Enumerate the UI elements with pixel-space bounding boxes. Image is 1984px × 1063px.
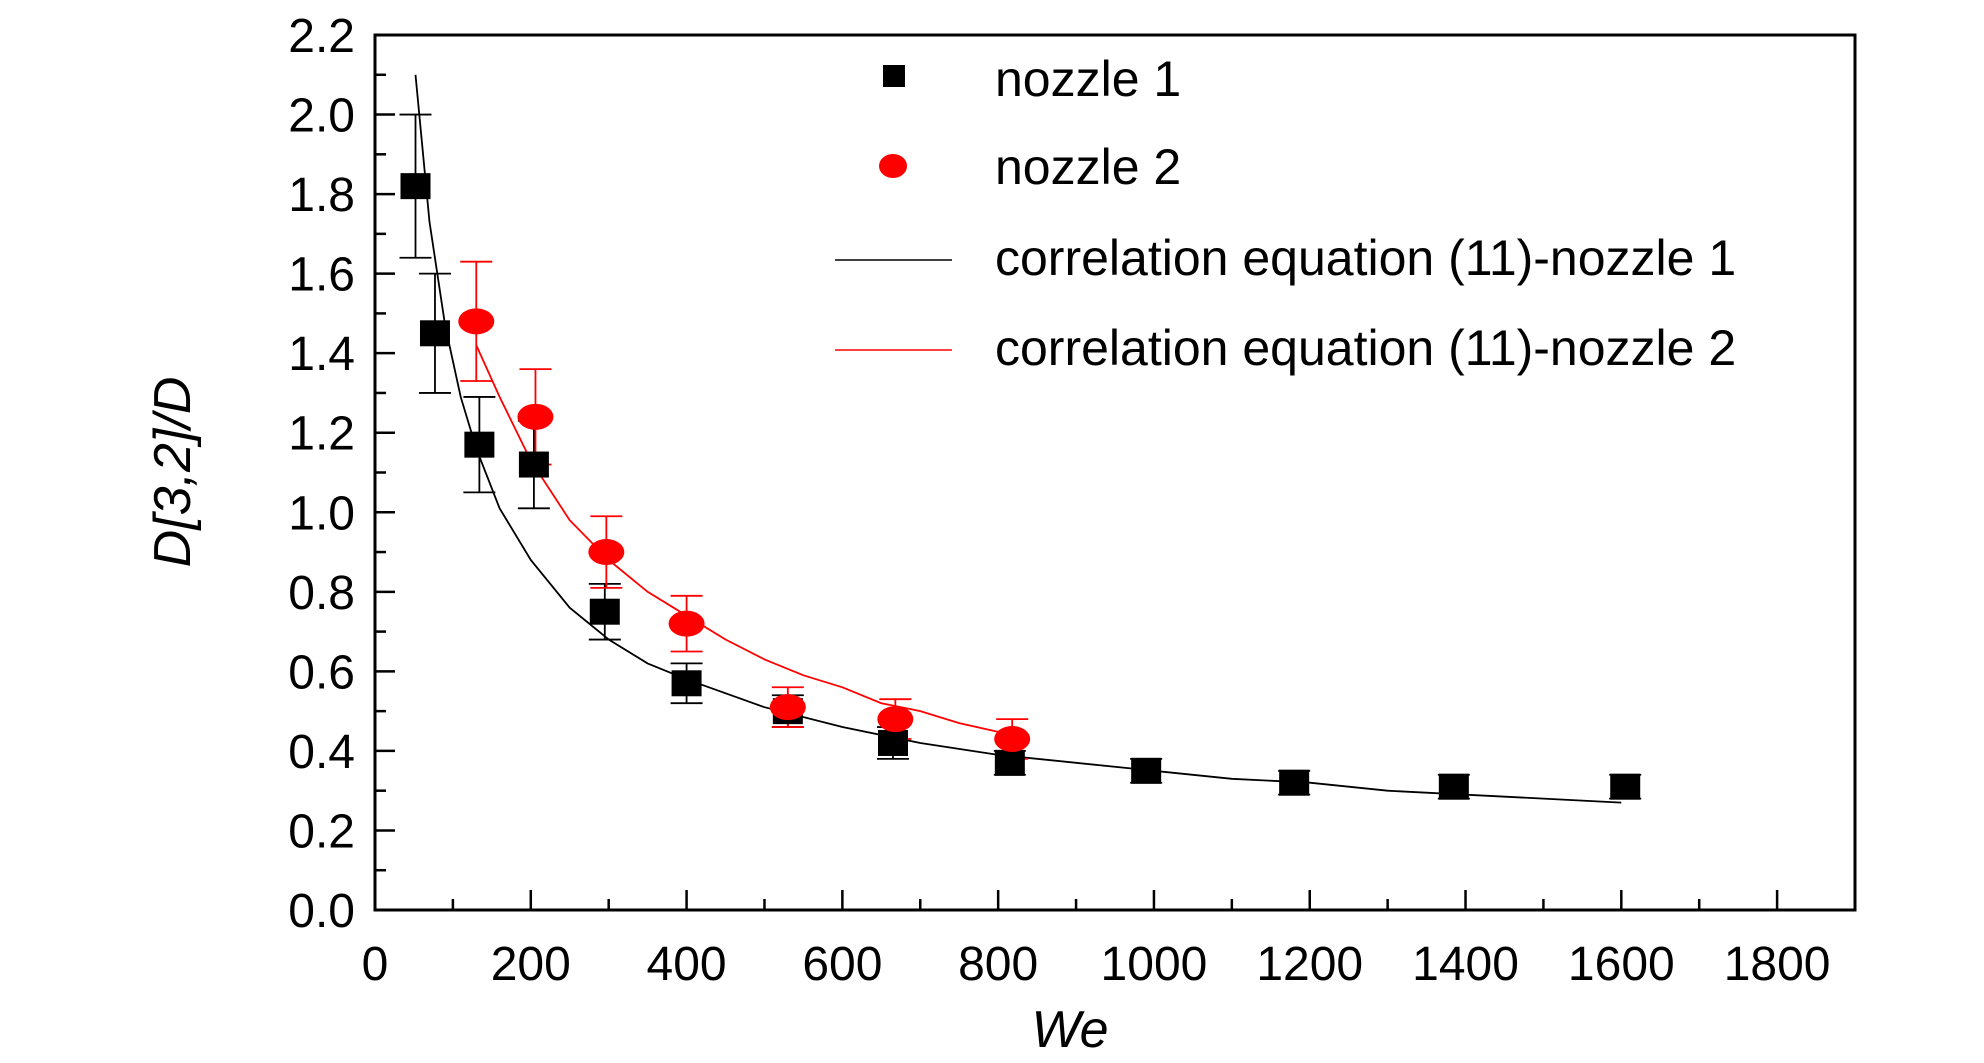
data-point-nozzle-2 <box>668 610 705 637</box>
legend-marker-nozzle-1 <box>883 65 905 87</box>
x-tick-label: 1000 <box>1101 938 1208 991</box>
y-tick-label: 0.2 <box>288 805 355 858</box>
data-point-nozzle-1 <box>419 320 450 347</box>
y-tick-label: 0.4 <box>288 726 355 779</box>
data-point-nozzle-1 <box>464 431 495 458</box>
data-point-nozzle-2 <box>458 308 495 335</box>
data-point-nozzle-1 <box>400 173 431 200</box>
axes: 0 200 400 600 800 1000 1200 1400 1600 1800 0.0 0.2 0… <box>288 10 1830 991</box>
y-tick-label: 1.4 <box>288 328 355 381</box>
legend-label-nozzle-2: nozzle 2 <box>995 139 1181 195</box>
legend: nozzle 1 nozzle 2 correlation equation (… <box>835 51 1736 376</box>
y-tick-label: 2.2 <box>288 10 355 63</box>
x-tick-label: 800 <box>958 938 1038 991</box>
x-tick-label: 1800 <box>1724 938 1831 991</box>
data-point-nozzle-1 <box>1438 773 1469 800</box>
y-tick-label: 0.8 <box>288 567 355 620</box>
data-point-nozzle-2 <box>769 694 806 721</box>
fit-lines <box>414 74 1622 804</box>
data-point-nozzle-2 <box>517 403 554 430</box>
y-tick-label: 2.0 <box>288 90 355 143</box>
data-point-nozzle-1 <box>1610 773 1641 800</box>
data-points <box>400 173 1641 800</box>
data-point-nozzle-1 <box>671 670 702 697</box>
y-tick-label: 1.6 <box>288 249 355 302</box>
y-tick-label: 1.0 <box>288 487 355 540</box>
data-point-nozzle-2 <box>994 725 1031 752</box>
x-tick-label: 600 <box>802 938 882 991</box>
data-point-nozzle-1 <box>518 451 549 478</box>
fit-line-2 <box>475 344 1013 736</box>
x-tick-label: 0 <box>362 938 389 991</box>
error-bars <box>399 113 1642 800</box>
legend-label-nozzle-1: nozzle 1 <box>995 51 1181 107</box>
data-point-nozzle-1 <box>589 598 620 625</box>
x-tick-label: 200 <box>491 938 571 991</box>
x-tick-label: 1400 <box>1412 938 1519 991</box>
legend-label-fit-2: correlation equation (11)-nozzle 2 <box>995 320 1736 376</box>
y-tick-label: 0.0 <box>288 885 355 938</box>
data-point-nozzle-1 <box>878 729 908 756</box>
data-point-nozzle-2 <box>588 539 625 566</box>
x-tick-label: 1600 <box>1568 938 1675 991</box>
legend-label-fit-1: correlation equation (11)-nozzle 1 <box>995 230 1736 286</box>
y-tick-label: 1.8 <box>288 169 355 222</box>
y-tick-label: 0.6 <box>288 646 355 699</box>
fit-line-1 <box>414 74 1622 804</box>
legend-marker-nozzle-2 <box>879 154 907 178</box>
x-tick-label: 1200 <box>1256 938 1363 991</box>
data-point-nozzle-1 <box>994 749 1025 776</box>
data-point-nozzle-1 <box>1131 757 1162 784</box>
x-axis-title: We <box>1031 1001 1108 1059</box>
y-tick-label: 1.2 <box>288 408 355 461</box>
data-point-nozzle-1 <box>1279 769 1310 796</box>
x-tick-label: 400 <box>647 938 727 991</box>
y-axis-title: D[3,2]/D <box>144 377 202 568</box>
data-point-nozzle-2 <box>877 706 914 733</box>
